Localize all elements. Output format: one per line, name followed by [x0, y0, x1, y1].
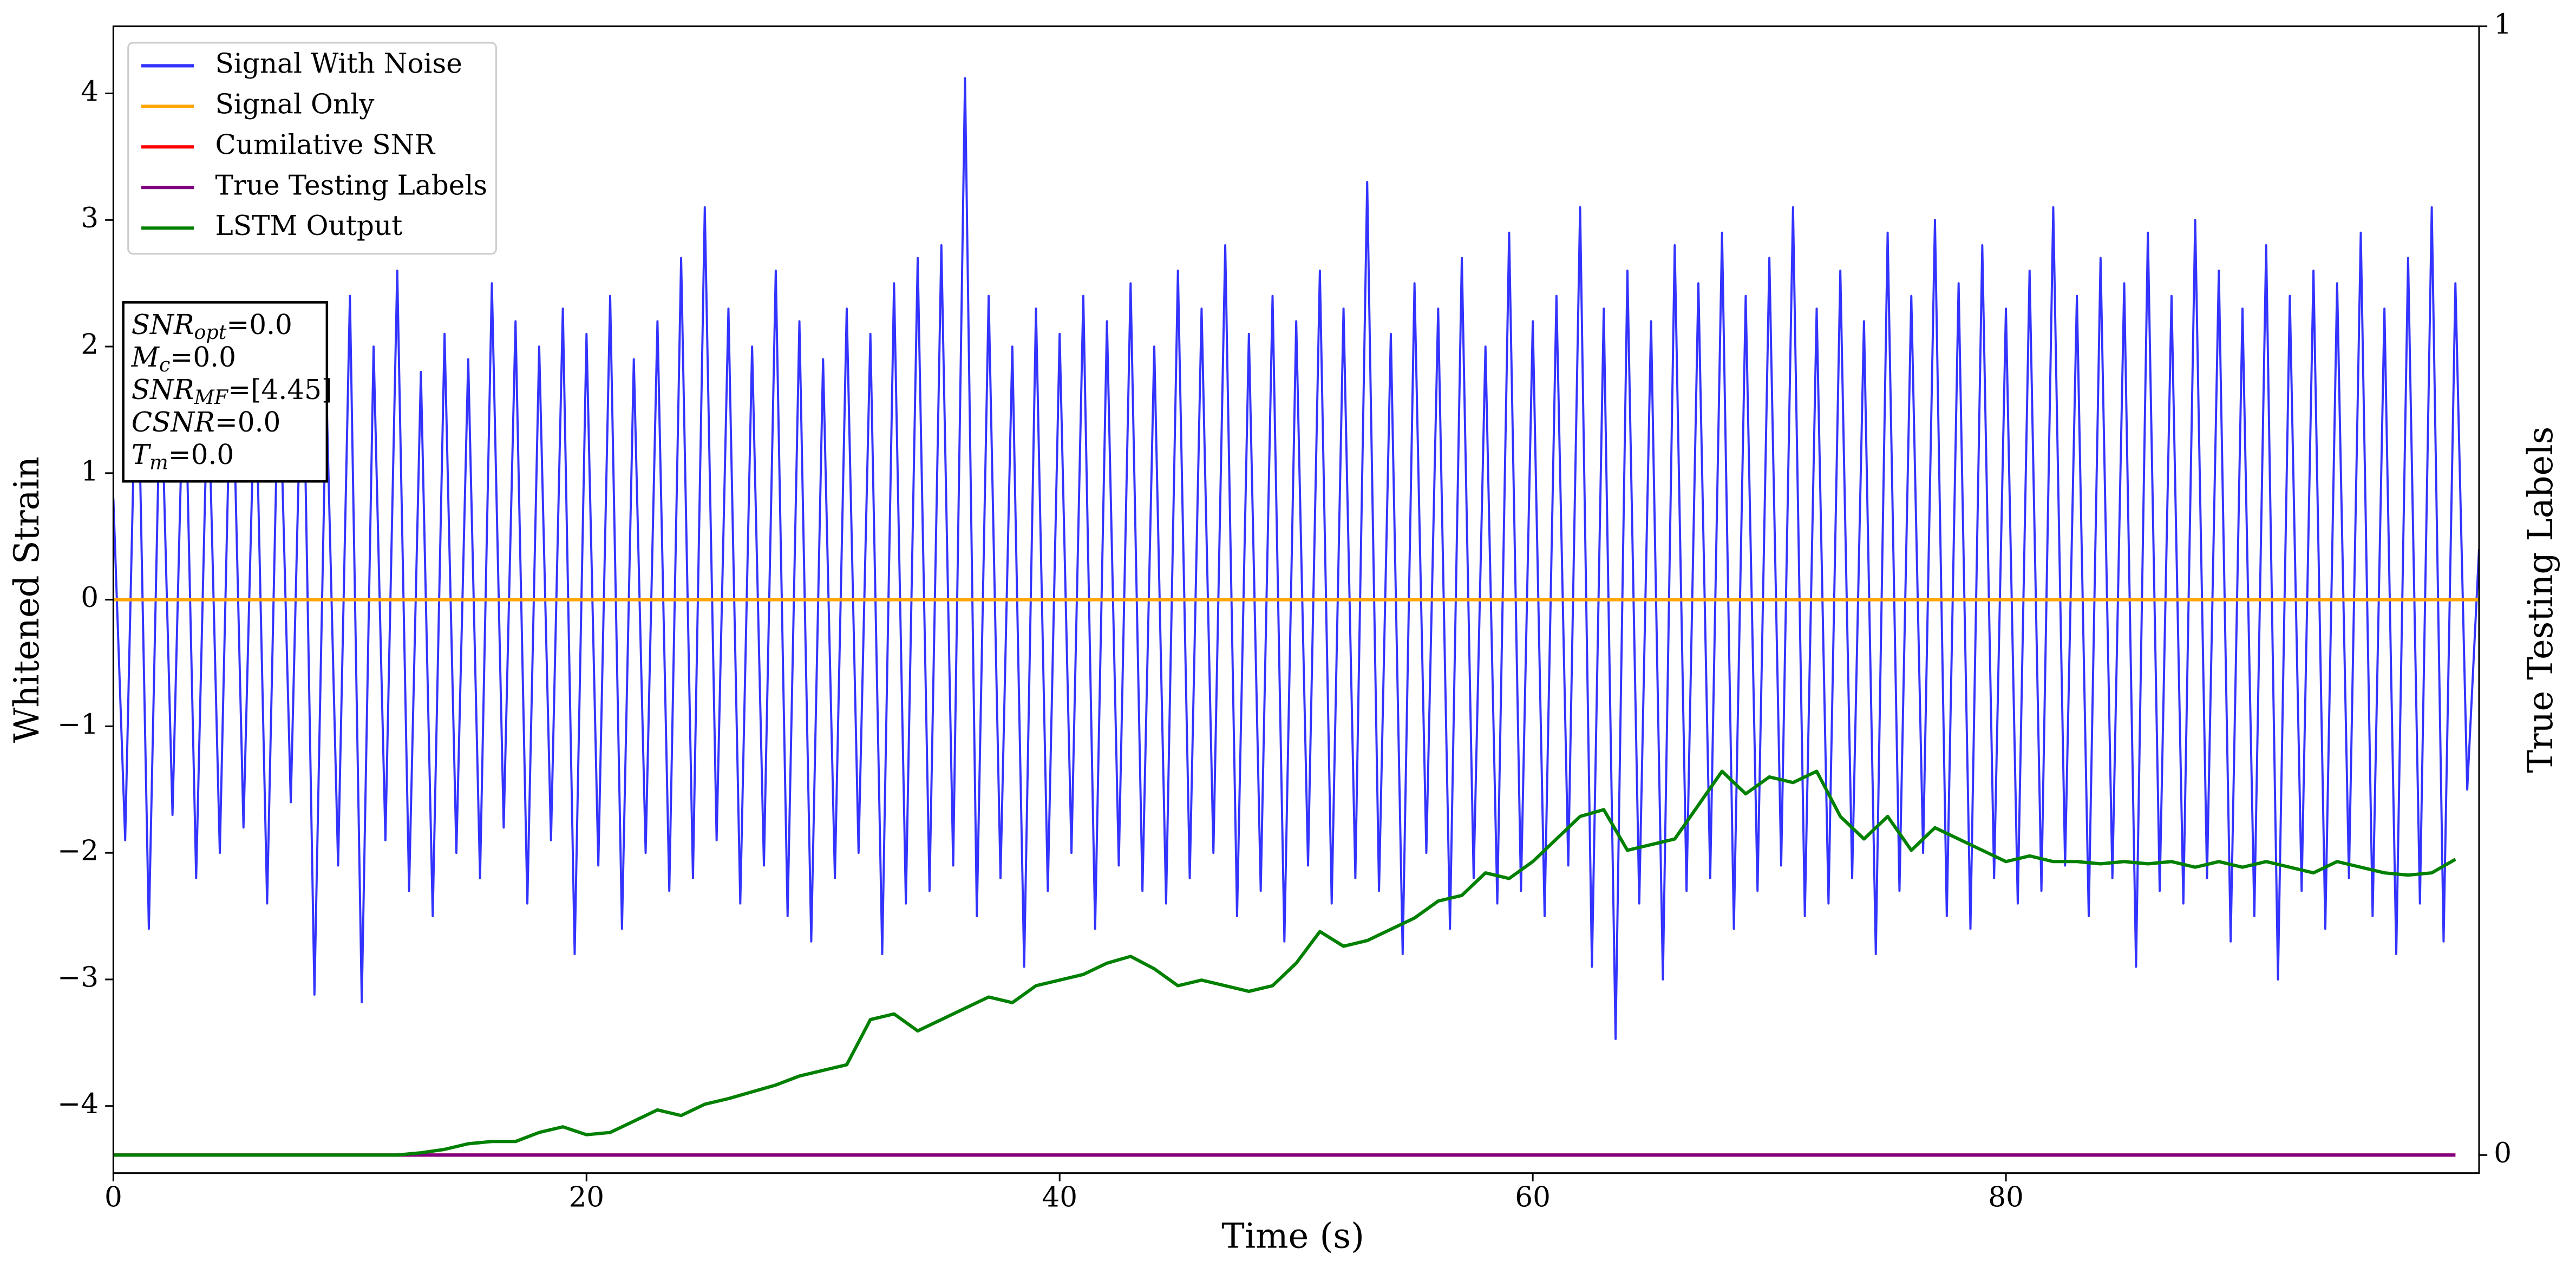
x-tick-label: 40 — [1042, 1181, 1077, 1214]
legend-label: Signal Only — [215, 88, 375, 120]
x-tick-label: 20 — [568, 1181, 604, 1214]
annotation-line: SNRMF=[4.45] — [132, 374, 332, 409]
annotation-subscript: opt — [194, 321, 227, 344]
annotation-value: =[4.45] — [228, 374, 332, 406]
annotation-symbol: SNR — [132, 309, 194, 341]
y-tick-label: −1 — [57, 708, 99, 741]
annotation-line: SNRopt=0.0 — [132, 309, 292, 344]
y-tick-label: −3 — [57, 961, 99, 994]
y-tick-label: 2 — [81, 329, 99, 361]
y2-axis-label: True Testing Labels — [2521, 427, 2561, 773]
x-axis-label: Time (s) — [1221, 1217, 1364, 1257]
y-axis-label: Whitened Strain — [7, 456, 47, 743]
y-tick-label: −4 — [57, 1088, 99, 1120]
legend-label: LSTM Output — [215, 210, 403, 241]
annotation-subscript: MF — [194, 386, 229, 409]
y-tick-label: 3 — [81, 202, 99, 234]
annotation-value: =0.0 — [170, 342, 236, 373]
y-tick-label: 1 — [81, 455, 99, 487]
x-tick-label: 0 — [104, 1181, 122, 1214]
legend-box — [127, 42, 497, 255]
annotation-line: Tm=0.0 — [132, 439, 234, 474]
y2-tick-label: 0 — [2494, 1137, 2512, 1170]
annotation-symbol: M — [131, 342, 160, 373]
y-tick-label: 4 — [81, 75, 99, 108]
annotation-line: CSNR=0.0 — [132, 407, 281, 438]
x-tick-label: 80 — [1988, 1181, 2024, 1214]
annotation-box — [122, 301, 329, 483]
annotation-subscript: m — [149, 450, 168, 474]
legend-label: Signal With Noise — [215, 48, 462, 79]
annotation-value: =0.0 — [168, 439, 234, 471]
annotation-symbol: CSNR — [132, 407, 215, 438]
annotation-value: =0.0 — [226, 309, 292, 341]
y-tick-label: −2 — [57, 835, 99, 867]
x-tick-label: 60 — [1515, 1181, 1551, 1214]
series-line — [113, 77, 2479, 1040]
legend-label: True Testing Labels — [215, 169, 488, 201]
annotation-symbol: SNR — [132, 374, 194, 406]
annotation-subscript: c — [159, 353, 170, 376]
y-tick-label: 0 — [81, 582, 99, 614]
legend-label: Cumilative SNR — [215, 129, 436, 160]
annotation-line: Mc=0.0 — [131, 342, 236, 376]
series-line — [113, 769, 2456, 1157]
annotation-symbol: T — [132, 439, 152, 471]
y2-tick-label: 1 — [2494, 8, 2512, 41]
annotation-value: =0.0 — [215, 407, 281, 438]
